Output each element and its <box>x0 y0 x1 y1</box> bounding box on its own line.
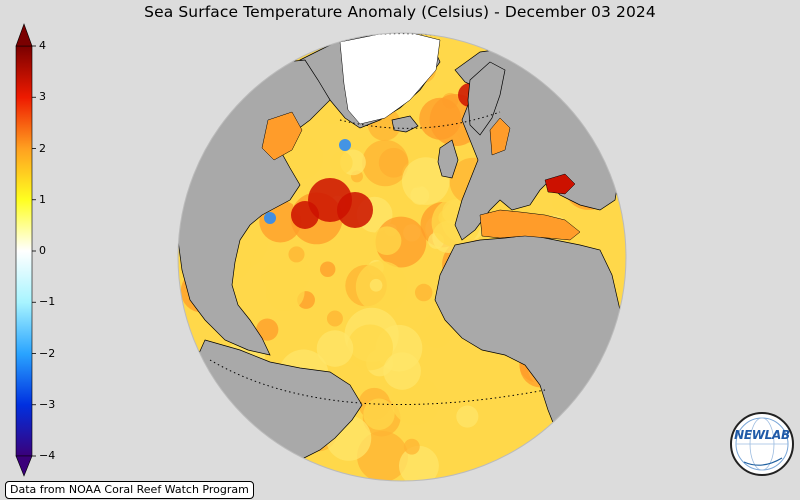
anomaly-patch <box>548 434 577 464</box>
anomaly-patch <box>326 310 343 327</box>
land-britain <box>437 139 459 179</box>
map-title: Sea Surface Temperature Anomaly (Celsius… <box>144 3 656 21</box>
colorbar-tick-label: 1 <box>39 192 46 206</box>
colorbar-tick-label: 4 <box>39 39 46 52</box>
colorbar-bottom-arrow <box>15 455 33 477</box>
mediterranean-sea <box>479 209 581 241</box>
colorbar-tick-label: −3 <box>39 397 56 411</box>
black-sea <box>544 173 576 195</box>
anomaly-cold-patch <box>264 212 276 224</box>
source-note: Data from NOAA Coral Reef Watch Program <box>5 481 254 499</box>
anomaly-patch <box>398 445 439 481</box>
anomaly-patch <box>256 318 279 341</box>
colorbar-tick-label: 0 <box>39 244 46 257</box>
anomaly-patch <box>329 151 353 175</box>
colorbar <box>15 23 36 477</box>
colorbar-tick-label: 2 <box>39 141 46 155</box>
graticule-southern <box>209 359 546 406</box>
land-scandinavia <box>467 61 506 136</box>
colorbar-tick-label: −1 <box>39 295 56 309</box>
colorbar-top-arrow <box>15 23 33 47</box>
graticule-arctic-circle <box>339 111 501 129</box>
logo-text: NEWLAB <box>734 428 790 442</box>
ice-arctic <box>339 33 441 125</box>
anomaly-patch <box>383 352 421 390</box>
colorbar-tick-label: −2 <box>39 346 56 360</box>
anomaly-patch <box>515 440 561 481</box>
anomaly-patch <box>316 330 354 367</box>
baltic-sea <box>489 117 511 156</box>
colorbar-ticks <box>32 45 36 457</box>
anomaly-patch <box>585 415 608 438</box>
anomaly-patch <box>456 405 479 428</box>
anomaly-patch <box>414 283 433 302</box>
anomaly-patch <box>576 47 602 74</box>
anomaly-patch <box>401 157 450 205</box>
anomaly-patch <box>528 436 558 466</box>
anomaly-patch <box>214 413 231 430</box>
anomaly-cold-patch <box>339 139 351 151</box>
colorbar-bar <box>15 45 33 457</box>
anomaly-patch <box>288 246 305 263</box>
globe-outline <box>177 32 627 482</box>
globe <box>177 32 627 482</box>
colorbar-tick-label: 3 <box>39 90 46 104</box>
newlab-logo <box>730 412 794 476</box>
colorbar-tick-label: −4 <box>39 449 56 462</box>
anomaly-patch <box>369 278 383 292</box>
anomaly-hot-patch <box>337 192 373 228</box>
anomaly-patch <box>419 314 454 348</box>
hudson-bay <box>261 111 303 161</box>
anomaly-patch <box>223 42 269 88</box>
anomaly-patch <box>363 398 395 430</box>
anomaly-patch <box>245 448 278 480</box>
anomaly-patch <box>372 226 402 256</box>
anomaly-patch <box>178 441 212 481</box>
anomaly-hot-patch <box>291 201 319 229</box>
anomaly-patch <box>362 139 409 187</box>
anomaly-patch <box>347 324 393 371</box>
anomaly-patch <box>265 272 305 312</box>
anomaly-patch <box>319 261 336 277</box>
anomaly-patch <box>403 438 420 455</box>
